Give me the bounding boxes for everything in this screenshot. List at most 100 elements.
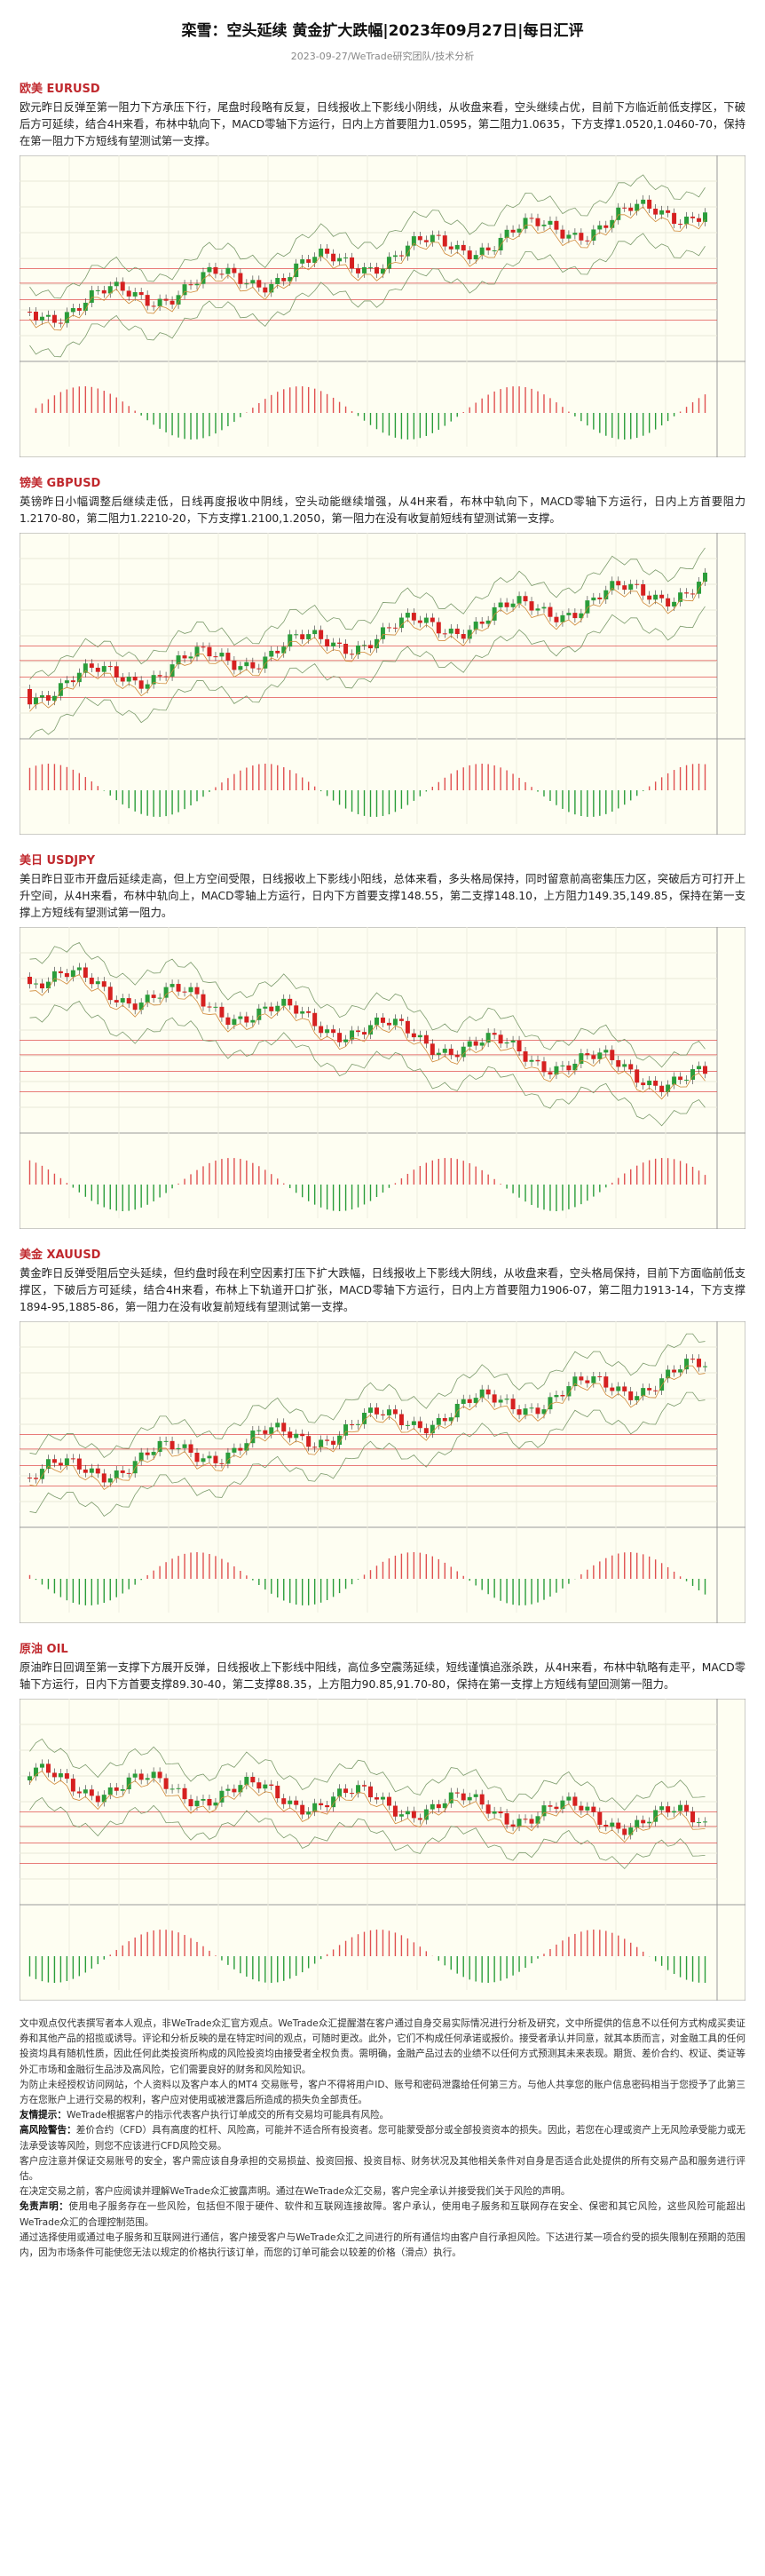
- disclaimer-paragraph: 文中观点仅代表撰写者本人观点，非WeTrade众汇官方观点。WeTrade众汇提…: [20, 2017, 745, 2078]
- candle-body: [89, 1468, 94, 1473]
- candle-body: [504, 602, 509, 607]
- candle-body: [659, 1085, 665, 1092]
- section-heading: 美金 XAUUSD: [20, 1248, 101, 1262]
- candle-body: [76, 307, 82, 311]
- candle-body: [510, 1824, 516, 1827]
- candle-body: [374, 638, 379, 649]
- candle-body: [672, 1811, 677, 1813]
- candle-body: [356, 268, 361, 273]
- candle-body: [610, 1050, 615, 1060]
- candle-body: [467, 250, 472, 260]
- candle-body: [386, 1796, 391, 1806]
- candle-body: [423, 617, 429, 623]
- section-heading: 欧美 EURUSD: [20, 83, 100, 96]
- candle-body: [579, 233, 584, 241]
- candle-body: [398, 1814, 404, 1817]
- candle-body: [356, 1423, 361, 1425]
- candle-body: [529, 1407, 534, 1409]
- candle-body: [219, 1006, 225, 1018]
- candle-body: [610, 1387, 615, 1391]
- candle-body: [250, 1777, 256, 1783]
- candle-body: [697, 1066, 702, 1070]
- candle-body: [504, 1813, 509, 1825]
- disclaimer-paragraph: 通过选择使用或通过电子服务和互联网进行通信，客户接受客户与WeTrade众汇之间…: [20, 2231, 745, 2261]
- candle-body: [529, 601, 534, 611]
- candle-body: [170, 1788, 175, 1790]
- section: 原油 OIL 原油昨日回调至第一支撑下方展开反弹，日线报收上下影线中阳线，高位多空…: [20, 1639, 745, 2001]
- candle-body: [83, 1789, 88, 1794]
- candle-body: [33, 1767, 38, 1777]
- candle-body: [95, 289, 100, 291]
- candle-body: [58, 971, 63, 973]
- disclaimer-label: 友情提示：: [20, 2110, 67, 2121]
- candle-body: [417, 1818, 422, 1820]
- candle-body: [454, 244, 460, 250]
- candle-body: [635, 203, 640, 211]
- candle-body: [442, 1418, 447, 1422]
- candle-body: [678, 223, 683, 225]
- candle-body: [690, 1811, 696, 1823]
- candle-body: [238, 273, 243, 284]
- candle-body: [498, 1811, 503, 1814]
- band-line: [29, 233, 706, 358]
- candle-body: [430, 234, 435, 242]
- article: 栾雪：空头延续 黄金扩大跌幅|2023年09月27日|每日汇评 2023-09-…: [20, 22, 745, 2261]
- candle-body: [492, 606, 497, 621]
- candle-body: [436, 1418, 441, 1425]
- candle-body: [300, 1011, 305, 1014]
- candle-body: [585, 240, 590, 242]
- candle-body: [319, 1439, 324, 1448]
- candle-body: [423, 1034, 429, 1044]
- candle-body: [467, 1041, 472, 1047]
- candle-body: [610, 1822, 615, 1827]
- candle-body: [430, 617, 435, 622]
- candle-body: [622, 585, 627, 590]
- candle-body: [461, 634, 466, 639]
- candle-body: [541, 1805, 547, 1817]
- candle-body: [417, 1421, 422, 1429]
- macd-panel: [20, 738, 745, 835]
- candle-body: [343, 1424, 349, 1436]
- candle-body: [157, 1440, 162, 1453]
- candle-body: [448, 246, 453, 250]
- candle-body: [263, 656, 268, 669]
- candle-body: [356, 645, 361, 654]
- candle-body: [331, 1796, 336, 1808]
- disclaimer-text: 客户应注意并保证交易账号的安全，客户需应该自身承担的交易损益、投资回报、投资目标…: [20, 2155, 745, 2183]
- candle-body: [442, 235, 447, 247]
- candle-body: [678, 1369, 683, 1373]
- candle-body: [95, 981, 100, 985]
- candle-body: [39, 983, 44, 989]
- candle-body: [398, 617, 404, 629]
- candle-body: [163, 1778, 169, 1789]
- candle-body: [225, 1017, 231, 1026]
- candle-body: [163, 1440, 169, 1442]
- candle-body: [697, 1359, 702, 1367]
- band-line: [29, 606, 706, 739]
- candle-body: [51, 695, 57, 701]
- candle-body: [107, 987, 113, 1001]
- candle-body: [33, 983, 38, 985]
- candle-body: [176, 984, 181, 992]
- candle-body: [541, 606, 547, 609]
- candle-body: [535, 1059, 540, 1062]
- candle-body: [641, 1388, 646, 1397]
- section-body: 黄金昨日反弹受阻后空头延续，但约盘时段在利空因素打压下扩大跌幅，日线报收上下影线…: [20, 1267, 745, 1313]
- candle-body: [517, 1040, 522, 1052]
- candle-body: [132, 1003, 138, 1011]
- candle-body: [479, 622, 485, 624]
- candle-body: [380, 268, 385, 274]
- candle-body: [653, 594, 659, 600]
- candle-body: [170, 664, 175, 677]
- candle-body: [566, 234, 572, 239]
- disclaimer-text: 差价合约（CFD）具有高度的杠杆、风险高，可能并不适合所有投资者。您可能蒙受部分…: [20, 2125, 745, 2152]
- candle-body: [107, 286, 113, 294]
- candle-body: [672, 601, 677, 606]
- candle-body: [374, 1407, 379, 1415]
- disclaimer: 文中观点仅代表撰写者本人观点，非WeTrade众汇官方观点。WeTrade众汇提…: [20, 2017, 745, 2261]
- candle-body: [697, 1822, 702, 1824]
- candle-body: [250, 280, 256, 284]
- candle-body: [312, 257, 318, 263]
- candle-body: [368, 1407, 373, 1414]
